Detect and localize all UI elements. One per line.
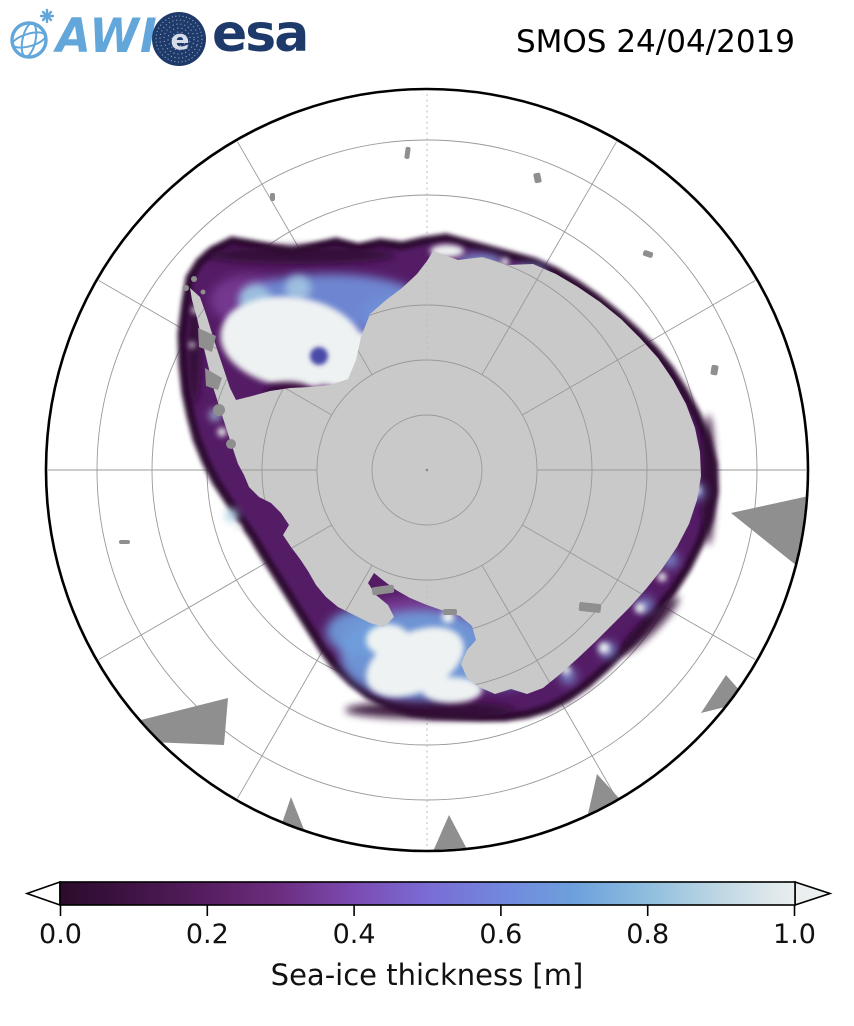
- south-pole-marker: [425, 468, 429, 472]
- awi-star-icon: [39, 8, 54, 24]
- colorbar-tick-label: 0.8: [626, 919, 670, 950]
- map-border-circle: [44, 87, 810, 853]
- colorbar-tick-label: 1.0: [773, 919, 816, 950]
- colorbar-ticks: [59, 905, 796, 916]
- antarctica-map: [44, 87, 810, 853]
- awi-logo-text: AWI: [56, 7, 158, 63]
- colorbar-tick-labels: 0.0 0.2 0.4 0.6 0.8 1.0: [0, 919, 854, 955]
- esa-logo: e esa: [150, 4, 309, 68]
- figure-title: SMOS 24/04/2019: [515, 24, 795, 60]
- colorbar-gradient-bar: [59, 881, 796, 906]
- esa-logo-text: esa: [212, 4, 309, 64]
- awi-globe-icon: [10, 8, 54, 59]
- colorbar-tick-label: 0.2: [185, 919, 229, 950]
- svg-text:e: e: [171, 23, 190, 56]
- esa-disc-icon: e: [152, 12, 206, 66]
- colorbar: [24, 880, 833, 916]
- no-data-wedges: [133, 495, 807, 850]
- colorbar-over-arrow: [794, 880, 833, 907]
- colorbar-axis-label: Sea-ice thickness [m]: [270, 958, 584, 992]
- colorbar-tick-label: 0.4: [332, 919, 376, 950]
- colorbar-tick-label: 0.6: [479, 919, 523, 950]
- awi-logo: AWI: [6, 6, 158, 64]
- colorbar-tick-label: 0.0: [39, 919, 82, 950]
- colorbar-under-arrow: [24, 880, 61, 907]
